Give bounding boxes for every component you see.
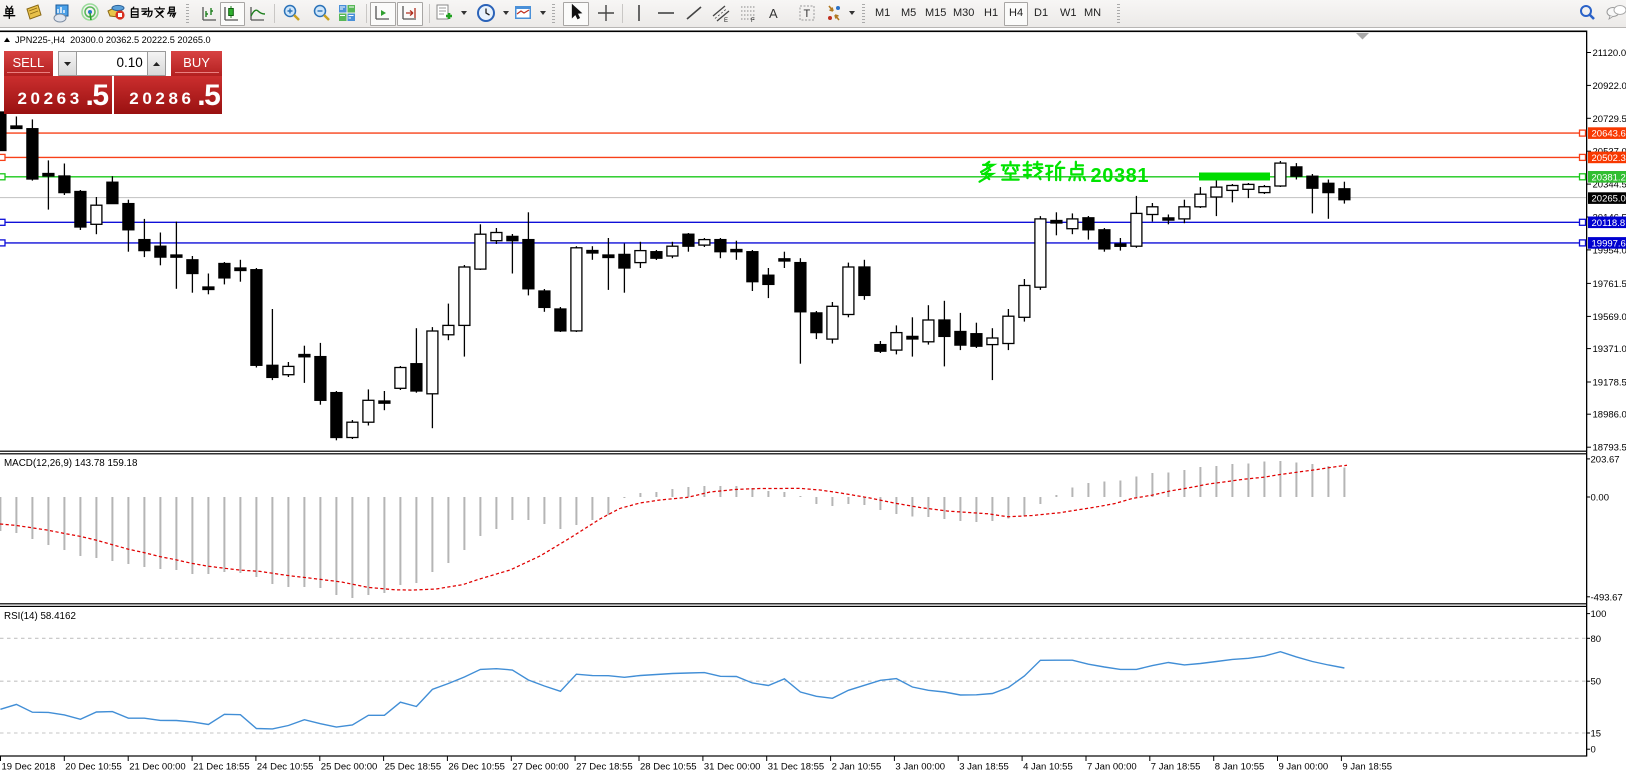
svg-text:20643.6: 20643.6: [1592, 129, 1626, 140]
svg-text:3 Jan 18:55: 3 Jan 18:55: [959, 762, 1009, 772]
svg-text:9 Jan 18:55: 9 Jan 18:55: [1342, 762, 1392, 772]
svg-text:3 Jan 00:00: 3 Jan 00:00: [895, 762, 945, 772]
svg-text:0.00: 0.00: [1591, 493, 1610, 504]
svg-text:RSI(14) 58.4162: RSI(14) 58.4162: [4, 611, 76, 622]
svg-text:20381.2: 20381.2: [1592, 172, 1626, 183]
svg-text:F: F: [751, 18, 755, 24]
svg-text:21 Dec 00:00: 21 Dec 00:00: [129, 762, 186, 772]
svg-text:19371.0: 19371.0: [1593, 344, 1626, 355]
svg-text:31 Dec 00:00: 31 Dec 00:00: [704, 762, 761, 772]
svg-text:203.67: 203.67: [1591, 454, 1620, 465]
svg-text:25 Dec 00:00: 25 Dec 00:00: [321, 762, 378, 772]
svg-text:19997.6: 19997.6: [1592, 238, 1626, 249]
svg-text:26 Dec 10:55: 26 Dec 10:55: [448, 762, 505, 772]
svg-text:9 Jan 00:00: 9 Jan 00:00: [1279, 762, 1329, 772]
svg-text:7 Jan 18:55: 7 Jan 18:55: [1151, 762, 1201, 772]
svg-text:20265.0: 20265.0: [1592, 194, 1626, 205]
svg-text:0: 0: [1591, 745, 1596, 756]
svg-text:20344.5: 20344.5: [1593, 180, 1626, 191]
svg-text:27 Dec 18:55: 27 Dec 18:55: [576, 762, 633, 772]
svg-text:25 Dec 18:55: 25 Dec 18:55: [385, 762, 442, 772]
svg-text:19954.0: 19954.0: [1593, 245, 1626, 256]
svg-text:20922.0: 20922.0: [1593, 81, 1626, 92]
svg-text:19761.5: 19761.5: [1593, 279, 1626, 290]
svg-text:19178.5: 19178.5: [1593, 378, 1626, 389]
svg-text:21120.0: 21120.0: [1593, 48, 1626, 59]
svg-text:15: 15: [1591, 729, 1602, 740]
svg-text:2 Jan 10:55: 2 Jan 10:55: [832, 762, 882, 772]
svg-text:20 Dec 10:55: 20 Dec 10:55: [65, 762, 122, 772]
svg-text:100: 100: [1591, 609, 1607, 620]
svg-text:24 Dec 10:55: 24 Dec 10:55: [257, 762, 314, 772]
svg-text:4 Jan 10:55: 4 Jan 10:55: [1023, 762, 1073, 772]
svg-text:50: 50: [1591, 677, 1602, 688]
svg-text:28 Dec 10:55: 28 Dec 10:55: [640, 762, 697, 772]
svg-text:T: T: [804, 8, 811, 20]
svg-text:E: E: [724, 18, 728, 24]
svg-text:19 Dec 2018: 19 Dec 2018: [2, 762, 56, 772]
svg-text:18793.5: 18793.5: [1593, 443, 1626, 454]
svg-text:27 Dec 00:00: 27 Dec 00:00: [512, 762, 569, 772]
svg-text:21 Dec 18:55: 21 Dec 18:55: [193, 762, 250, 772]
svg-text:18986.0: 18986.0: [1593, 410, 1626, 421]
svg-text:80: 80: [1591, 634, 1602, 645]
svg-text:7 Jan 00:00: 7 Jan 00:00: [1087, 762, 1137, 772]
svg-text:-493.67: -493.67: [1591, 592, 1623, 603]
svg-text:JPN225-,H4 20300.0 20362.5 20: JPN225-,H4 20300.0 20362.5 20222.5 20265…: [15, 35, 211, 45]
svg-text:20729.5: 20729.5: [1593, 114, 1626, 125]
svg-text:MACD(12,26,9) 143.78 159.18: MACD(12,26,9) 143.78 159.18: [4, 458, 138, 469]
svg-text:20502.3: 20502.3: [1592, 153, 1626, 164]
svg-text:20381: 20381: [1091, 165, 1150, 187]
svg-text:31 Dec 18:55: 31 Dec 18:55: [768, 762, 825, 772]
svg-text:19569.0: 19569.0: [1593, 312, 1626, 323]
svg-text:20118.8: 20118.8: [1592, 218, 1626, 229]
svg-text:8 Jan 10:55: 8 Jan 10:55: [1215, 762, 1265, 772]
